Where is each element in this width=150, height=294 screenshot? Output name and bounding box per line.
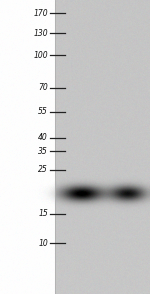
Text: 35: 35 xyxy=(38,146,48,156)
Text: 170: 170 xyxy=(33,9,48,18)
Text: 100: 100 xyxy=(33,51,48,59)
Text: 55: 55 xyxy=(38,108,48,116)
Text: 10: 10 xyxy=(38,238,48,248)
Text: 25: 25 xyxy=(38,166,48,175)
Text: 15: 15 xyxy=(38,210,48,218)
Text: 70: 70 xyxy=(38,83,48,93)
Text: 130: 130 xyxy=(33,29,48,38)
Text: 40: 40 xyxy=(38,133,48,143)
